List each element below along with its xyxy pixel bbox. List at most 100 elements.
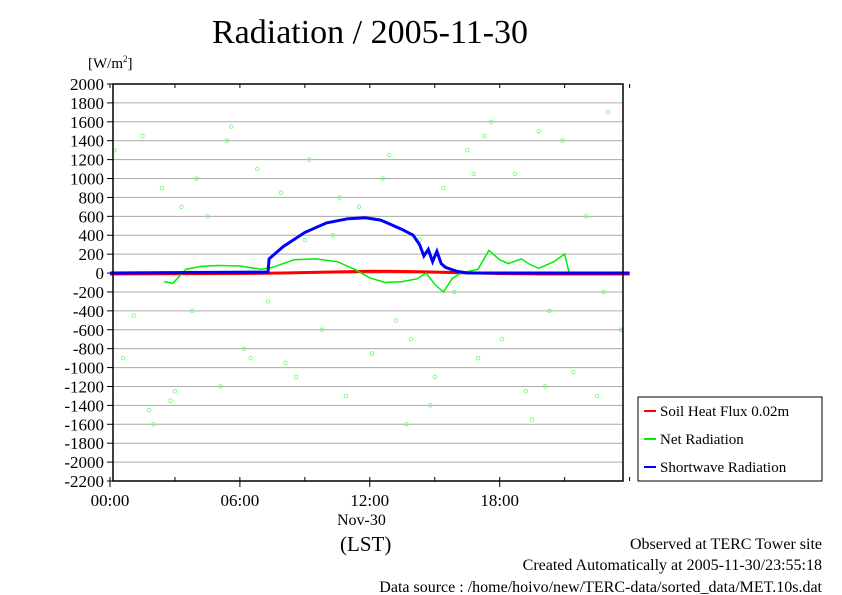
- scatter-point: [584, 214, 589, 219]
- unit-sup: 2: [123, 54, 128, 64]
- scatter-point: [151, 422, 156, 427]
- y-tick-label: -1800: [64, 434, 104, 453]
- scatter-point: [255, 166, 260, 172]
- scatter-point: [242, 346, 247, 351]
- scatter-point: [248, 355, 253, 361]
- scatter-point: [404, 422, 409, 427]
- legend-box: [637, 396, 823, 482]
- chart-title: Radiation / 2005-11-30: [211, 14, 529, 51]
- scatter-point: [393, 318, 398, 323]
- y-tick-label: 800: [79, 188, 105, 207]
- scatter-point: [168, 398, 173, 403]
- scatter-point: [499, 337, 505, 342]
- scatter-point: [218, 384, 223, 389]
- scatter-point: [278, 190, 284, 195]
- scatter-point: [330, 233, 336, 238]
- y-tick-label: 1400: [70, 132, 104, 151]
- scatter-point: [482, 133, 487, 139]
- legend-label: Net Radiation: [660, 432, 744, 448]
- scatter-point: [302, 237, 308, 243]
- scatter-point: [380, 176, 385, 181]
- scatter-point: [306, 157, 312, 162]
- y-tick-label: 600: [79, 207, 105, 226]
- x-tick-label: 12:00: [350, 491, 389, 510]
- y-tick-label: -600: [73, 321, 104, 340]
- footer-created: Created Automatically at 2005-11-30/23:5…: [522, 557, 822, 574]
- y-tick-label: -400: [73, 302, 104, 321]
- footer-source: Data source : /home/hoivo/new/TERC-data/…: [379, 579, 822, 595]
- scatter-point: [179, 204, 184, 210]
- scatter-point: [432, 374, 437, 380]
- scatter-point: [571, 370, 576, 375]
- scatter-point: [283, 360, 288, 366]
- y-tick-label: 1800: [70, 94, 104, 113]
- scatter-point: [560, 138, 565, 143]
- scatter-point: [605, 110, 611, 115]
- scatter-point: [194, 176, 199, 181]
- legend-label: Shortwave Radiation: [660, 460, 787, 476]
- x-tick-label: 18:00: [480, 491, 519, 510]
- scatter-point: [172, 389, 178, 394]
- scatter-point: [159, 185, 165, 191]
- scatter-point: [293, 374, 299, 380]
- scatter-point: [601, 289, 606, 295]
- scatter-point: [356, 204, 362, 210]
- legend-label: Soil Heat Flux 0.02m: [660, 404, 790, 420]
- scatter-point: [523, 389, 528, 394]
- scatter-point: [471, 171, 476, 176]
- scatter-point: [131, 313, 137, 318]
- y-tick-label: -1400: [64, 396, 104, 415]
- y-tick-label: 200: [79, 245, 105, 264]
- scatter-point: [369, 351, 375, 356]
- scatter-point: [190, 308, 195, 314]
- y-tick-label: -2200: [64, 472, 104, 491]
- scatter-point: [542, 384, 548, 389]
- scatter-point: [547, 308, 552, 314]
- scatter-point: [120, 355, 126, 361]
- y-tick-label: 0: [96, 264, 105, 283]
- series-line-2: [109, 216, 630, 275]
- y-tick-label: 1200: [70, 151, 104, 170]
- scatter-point: [387, 152, 392, 158]
- scatter-point: [536, 129, 541, 134]
- x-tick-label: 00:00: [91, 491, 130, 510]
- scatter-point: [529, 417, 535, 422]
- unit-base: [W/m: [88, 56, 123, 72]
- series-line-1: [163, 249, 630, 294]
- scatter-point: [441, 185, 446, 191]
- y-tick-label: 1000: [70, 170, 104, 189]
- y-tick-label: -2000: [64, 453, 104, 472]
- scatter-point: [465, 147, 470, 153]
- y-tick-label: -200: [73, 283, 104, 302]
- scatter-point: [428, 403, 433, 408]
- scatter-point: [594, 393, 600, 399]
- y-tick-label: 2000: [70, 75, 104, 94]
- scatter-point: [452, 289, 457, 295]
- x-tick-label: 06:00: [221, 491, 260, 510]
- x-axis-label: (LST): [340, 532, 392, 556]
- y-tick-label: -1600: [64, 415, 104, 434]
- scatter-point: [205, 214, 210, 219]
- scatter-point: [488, 119, 494, 125]
- scatter-point: [265, 299, 271, 304]
- date-label: Nov-30: [337, 512, 386, 529]
- y-tick-label: -1000: [64, 359, 104, 378]
- scatter-point: [229, 124, 234, 129]
- y-tick-label: 1600: [70, 113, 104, 132]
- scatter-point: [319, 327, 325, 332]
- plot-frame: [112, 83, 624, 482]
- y-tick-label: 400: [79, 226, 105, 245]
- scatter-point: [140, 133, 145, 139]
- scatter-point: [408, 337, 414, 342]
- y-axis-unit: [W/m2]: [88, 54, 133, 73]
- scatter-point: [343, 393, 349, 399]
- scatter-point: [146, 407, 152, 413]
- unit-end: ]: [127, 56, 133, 72]
- scatter-point: [337, 195, 342, 200]
- y-tick-label: -1200: [64, 377, 104, 396]
- y-tick-label: -800: [73, 340, 104, 359]
- scatter-point: [512, 171, 518, 176]
- scatter-point: [475, 355, 481, 361]
